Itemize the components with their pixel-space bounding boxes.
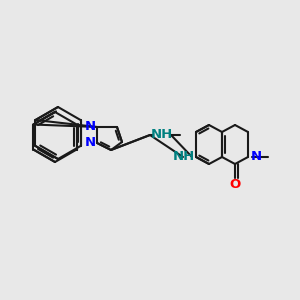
Text: N: N	[84, 121, 96, 134]
Text: O: O	[230, 178, 241, 191]
Text: NH: NH	[173, 151, 195, 164]
Text: NH: NH	[151, 128, 173, 142]
Text: N: N	[84, 136, 96, 149]
Text: N: N	[250, 151, 262, 164]
